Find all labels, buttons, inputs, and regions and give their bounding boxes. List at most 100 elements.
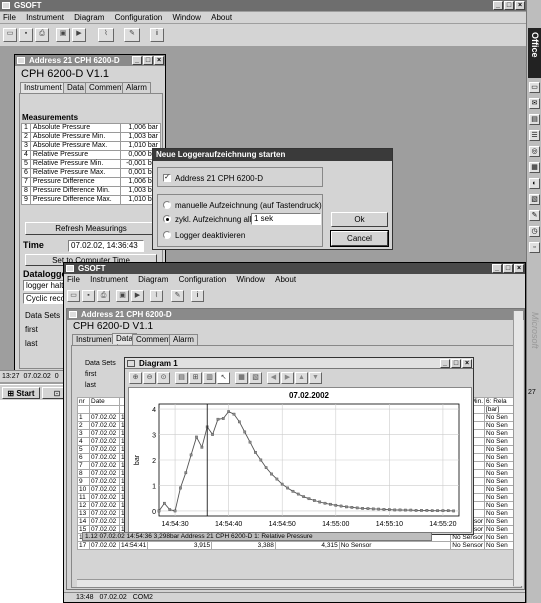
- menu-about[interactable]: About: [275, 275, 297, 284]
- grid-cell-rel: No Sen: [484, 469, 515, 478]
- measurement-name: Relative Pressure Max.: [29, 168, 122, 178]
- minimize-button[interactable]: _: [132, 56, 142, 65]
- data-point: [318, 500, 322, 504]
- copy-icon[interactable]: ▧: [249, 372, 262, 384]
- office-button-9[interactable]: ✎: [529, 210, 540, 221]
- new-icon[interactable]: ▭: [3, 28, 17, 42]
- info-icon[interactable]: i: [191, 290, 204, 302]
- close-button[interactable]: ×: [154, 56, 164, 65]
- radio-manual-label: manuelle Aufzeichnung (auf Tastendruck): [175, 201, 322, 210]
- measurement-name: Relative Pressure Min.: [29, 159, 122, 169]
- data-point: [163, 501, 166, 505]
- grid-cell-rel: No Sen: [484, 501, 515, 510]
- zoom-reset-icon[interactable]: ⊙: [157, 372, 170, 384]
- office-label: Office: [528, 28, 541, 78]
- device-checkbox[interactable]: ✓: [163, 174, 171, 182]
- office-button-10[interactable]: ◷: [529, 226, 540, 237]
- office-button-8[interactable]: ▧: [529, 194, 540, 205]
- maximize-button[interactable]: □: [504, 1, 514, 10]
- office-button-5[interactable]: ◎: [529, 146, 540, 157]
- table-row[interactable]: 17 07.02.02 14:54:41 3,915 3,388 4,315 No Sens…: [77, 541, 515, 550]
- chart-icon[interactable]: ⌇: [98, 28, 114, 42]
- status-date: 07.02.02: [99, 594, 127, 601]
- arrow-right-icon[interactable]: ▶: [281, 372, 294, 384]
- office-button-3[interactable]: ▤: [529, 114, 540, 125]
- grid-icon[interactable]: ⊞: [189, 372, 202, 384]
- office-button-7[interactable]: ◐: [529, 178, 540, 189]
- tab-alarm[interactable]: Alarm: [122, 82, 151, 93]
- menu-file[interactable]: File: [67, 275, 80, 284]
- minimize-button[interactable]: _: [493, 1, 503, 10]
- monitor-icon[interactable]: ▣: [116, 290, 129, 302]
- ok-button[interactable]: Ok: [331, 212, 388, 227]
- axis-icon[interactable]: ▥: [203, 372, 216, 384]
- tab-alarm[interactable]: Alarm: [169, 334, 198, 345]
- radio-frame: [157, 194, 323, 247]
- close-button[interactable]: ×: [515, 1, 525, 10]
- new-icon[interactable]: ▭: [67, 290, 80, 302]
- office-button-4[interactable]: ☰: [529, 130, 540, 141]
- data-point: [248, 440, 252, 444]
- menu-instrument[interactable]: Instrument: [90, 275, 128, 284]
- monitor-icon[interactable]: ▣: [56, 28, 70, 42]
- menu-configuration[interactable]: Configuration: [114, 13, 163, 22]
- cancel-button[interactable]: Cancel: [330, 230, 389, 247]
- menu-file[interactable]: File: [3, 13, 16, 22]
- grid-cell-nr: 13: [77, 509, 90, 518]
- grid-cell-e: No Sensor: [450, 541, 485, 550]
- menu-instrument[interactable]: Instrument: [26, 13, 64, 22]
- menu-window[interactable]: Window: [236, 275, 265, 284]
- close-button[interactable]: ×: [462, 359, 472, 368]
- print-icon[interactable]: ⎙: [35, 28, 49, 42]
- start-button[interactable]: ⊞ Start: [2, 387, 40, 399]
- radio-manual[interactable]: [163, 201, 171, 209]
- maximize-button[interactable]: □: [503, 264, 513, 273]
- interval-input[interactable]: 1 sek: [251, 213, 321, 225]
- tab-instrument[interactable]: Instrument: [20, 82, 66, 93]
- zoom-in-icon[interactable]: ⊕: [129, 372, 142, 384]
- vertical-scrollbar[interactable]: [513, 311, 523, 586]
- data-point: [168, 508, 172, 511]
- horizontal-scrollbar[interactable]: [77, 579, 513, 587]
- menu-about[interactable]: About: [211, 13, 233, 22]
- export-icon[interactable]: ▦: [235, 372, 248, 384]
- arrow-left-icon[interactable]: ◀: [267, 372, 280, 384]
- minimize-button[interactable]: _: [440, 359, 450, 368]
- tools-icon[interactable]: ✎: [171, 290, 184, 302]
- arrow-down-icon[interactable]: ▼: [309, 372, 322, 384]
- tab-instrument[interactable]: Instrument: [72, 334, 118, 345]
- office-button-11[interactable]: ▫: [529, 242, 540, 253]
- radio-cyclic-label: zykl. Aufzeichnung alle: [175, 215, 256, 224]
- maximize-button[interactable]: □: [451, 359, 461, 368]
- office-button-1[interactable]: ▭: [529, 82, 540, 93]
- cursor-icon[interactable]: ↖: [217, 372, 230, 384]
- fit-icon[interactable]: ▤: [175, 372, 188, 384]
- menu-diagram[interactable]: Diagram: [138, 275, 169, 284]
- radio-cyclic[interactable]: [163, 215, 171, 223]
- chart-icon[interactable]: ⌇: [150, 290, 163, 302]
- office-button-6[interactable]: ▦: [529, 162, 540, 173]
- menu-diagram[interactable]: Diagram: [74, 13, 105, 22]
- office-button-2[interactable]: ✉: [529, 98, 540, 109]
- save-icon[interactable]: ▪: [19, 28, 33, 42]
- measurement-row: 3 Absolute Pressure Max. 1,010 bar: [21, 141, 161, 151]
- data-point: [232, 412, 236, 416]
- radio-off[interactable]: [163, 231, 171, 239]
- play-icon[interactable]: ▶: [131, 290, 144, 302]
- close-button[interactable]: ×: [514, 264, 524, 273]
- play-icon[interactable]: ▶: [72, 28, 86, 42]
- instrument-title: Address 21 CPH 6200-D: [29, 56, 120, 65]
- menu-configuration[interactable]: Configuration: [178, 275, 227, 284]
- grid-header-unit: [bar]: [484, 405, 515, 414]
- minimize-button[interactable]: _: [492, 264, 502, 273]
- refresh-button[interactable]: Refresh Measurings: [25, 222, 157, 235]
- save-icon[interactable]: ▪: [82, 290, 95, 302]
- arrow-up-icon[interactable]: ▲: [295, 372, 308, 384]
- zoom-out-icon[interactable]: ⊖: [143, 372, 156, 384]
- tools-icon[interactable]: ✎: [124, 28, 140, 42]
- window-icon: [17, 57, 25, 64]
- print-icon[interactable]: ⎙: [97, 290, 110, 302]
- info-icon[interactable]: i: [150, 28, 164, 42]
- maximize-button[interactable]: □: [143, 56, 153, 65]
- menu-window[interactable]: Window: [172, 13, 201, 22]
